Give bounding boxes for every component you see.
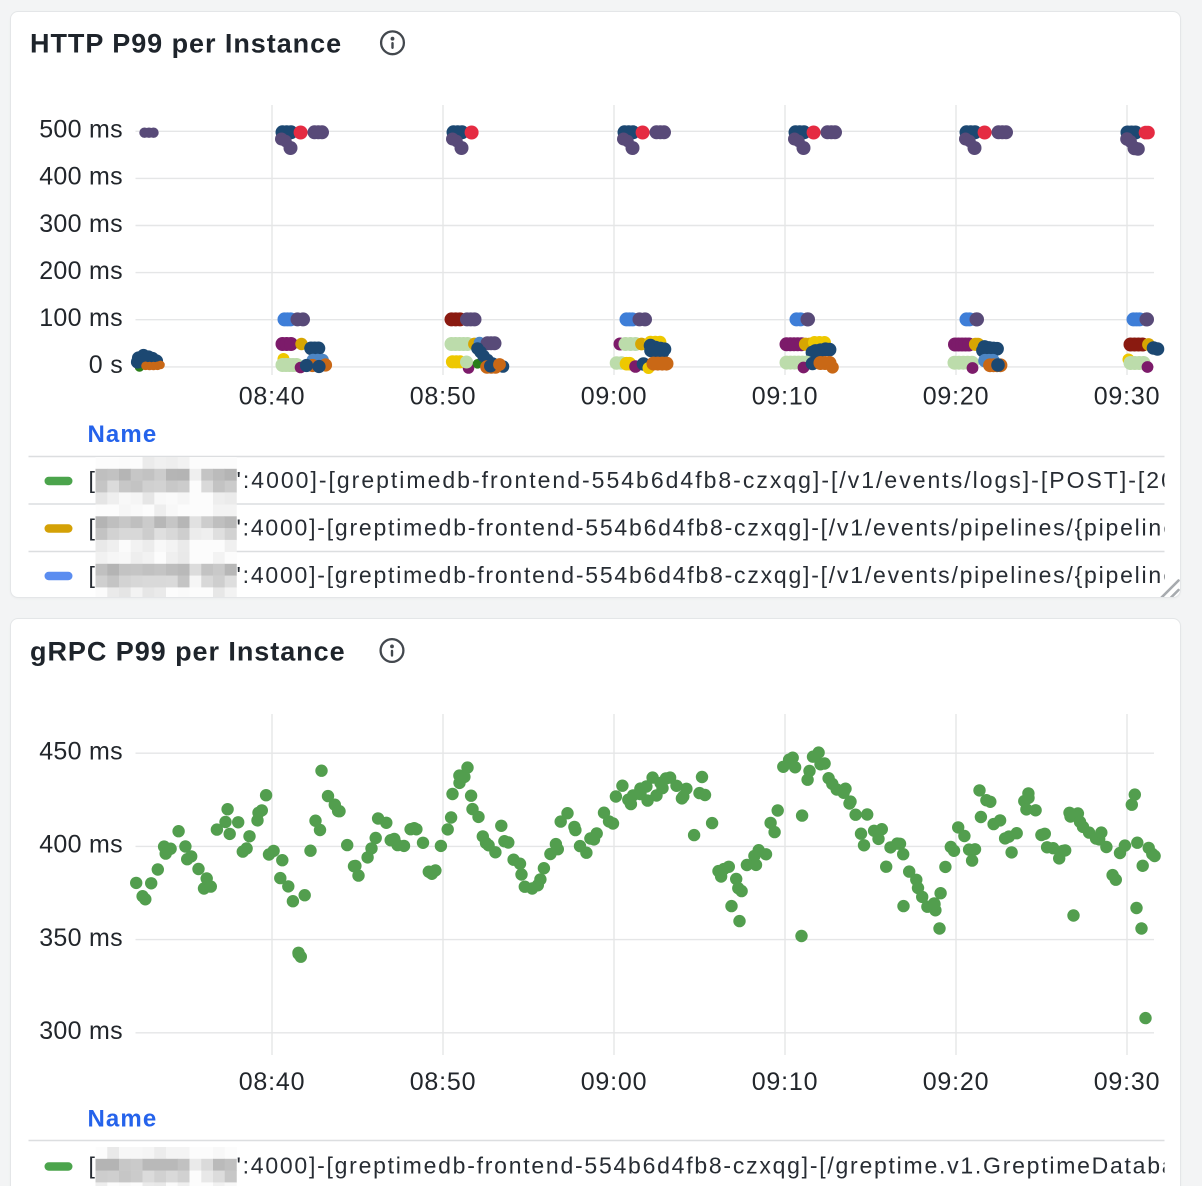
svg-text:300 ms: 300 ms xyxy=(39,210,123,238)
svg-text:100 ms: 100 ms xyxy=(39,304,123,332)
svg-text:[: [ xyxy=(89,467,96,493)
svg-text:':4000]-[greptimedb-frontend-5: ':4000]-[greptimedb-frontend-554b6d4fb8-… xyxy=(237,562,1182,588)
svg-text:08:40: 08:40 xyxy=(239,383,306,411)
svg-text:HTTP P99 per Instance: HTTP P99 per Instance xyxy=(30,29,342,59)
svg-text:Name: Name xyxy=(88,1106,158,1133)
svg-text:Name: Name xyxy=(88,421,158,448)
svg-text:09:30: 09:30 xyxy=(1094,383,1161,411)
svg-text:500 ms: 500 ms xyxy=(39,116,123,144)
svg-text:08:50: 08:50 xyxy=(410,1068,477,1096)
svg-text:09:20: 09:20 xyxy=(923,383,990,411)
svg-text:09:10: 09:10 xyxy=(752,383,819,411)
svg-text:400 ms: 400 ms xyxy=(39,831,123,859)
svg-text:[: [ xyxy=(89,1153,96,1179)
svg-text:0 s: 0 s xyxy=(89,351,123,379)
svg-text:gRPC P99 per Instance: gRPC P99 per Instance xyxy=(30,637,346,667)
svg-text:':4000]-[greptimedb-frontend-5: ':4000]-[greptimedb-frontend-554b6d4fb8-… xyxy=(237,1153,1182,1179)
svg-text:08:40: 08:40 xyxy=(239,1068,306,1096)
svg-text:09:20: 09:20 xyxy=(923,1068,990,1096)
svg-text:[: [ xyxy=(89,562,96,588)
svg-text:400 ms: 400 ms xyxy=(39,163,123,191)
svg-text:450 ms: 450 ms xyxy=(39,738,123,766)
svg-text:':4000]-[greptimedb-frontend-5: ':4000]-[greptimedb-frontend-554b6d4fb8-… xyxy=(237,515,1182,541)
svg-text:09:00: 09:00 xyxy=(581,1068,648,1096)
svg-text:':4000]-[greptimedb-frontend-5: ':4000]-[greptimedb-frontend-554b6d4fb8-… xyxy=(237,467,1182,493)
svg-text:09:10: 09:10 xyxy=(752,1068,819,1096)
svg-text:350 ms: 350 ms xyxy=(39,924,123,952)
svg-text:200 ms: 200 ms xyxy=(39,257,123,285)
svg-text:09:30: 09:30 xyxy=(1094,1068,1161,1096)
svg-text:300 ms: 300 ms xyxy=(39,1017,123,1045)
svg-text:08:50: 08:50 xyxy=(410,383,477,411)
svg-text:09:00: 09:00 xyxy=(581,383,648,411)
svg-text:[: [ xyxy=(89,515,96,541)
